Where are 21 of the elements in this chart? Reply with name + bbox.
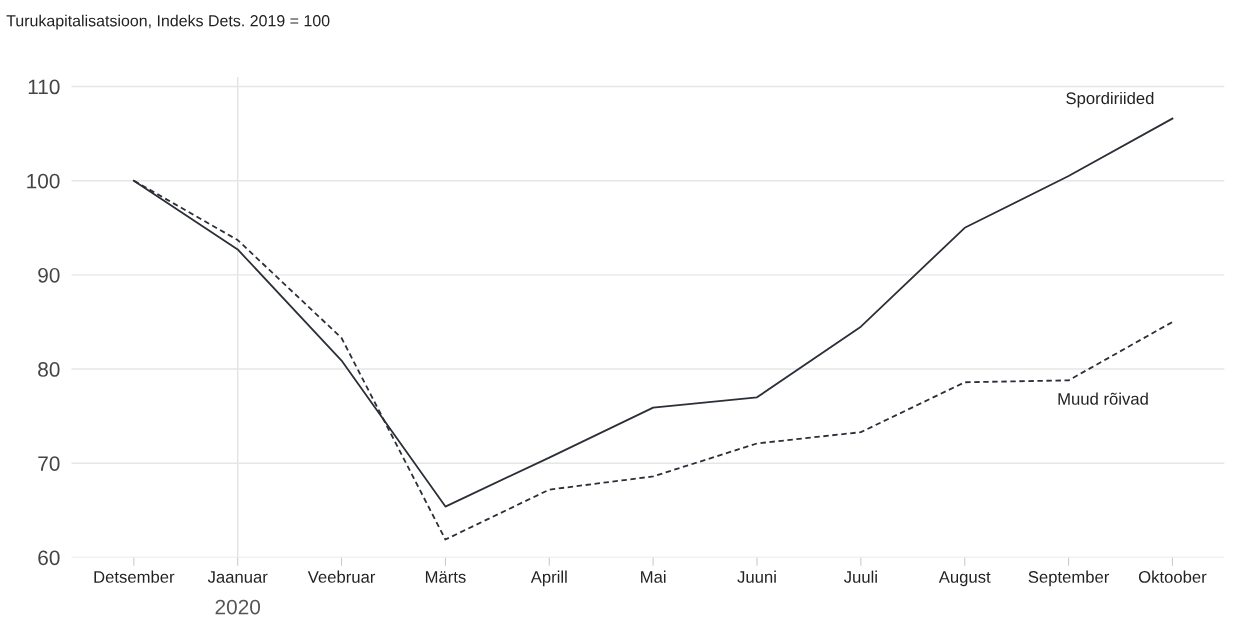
x-tick-label: Aprill [530,570,567,587]
x-tick-label: Juuni [737,570,776,583]
x-tick-label: Veebruar [307,570,376,583]
ref-line-label: 2020 [215,599,261,615]
chart-title: Turukapitalisatsioon, Indeks Dets. 2019 = 100 [6,14,330,30]
x-tick-label: Mai [641,570,666,583]
x-tick-label: Juuli [843,570,877,583]
x-tick-label: Jaanuar [207,571,268,583]
x-tick-label: September [1028,570,1110,587]
y-tick-label: 100 [27,173,60,189]
y-tick-label: 80 [38,362,60,377]
x-tick-label: Märts [425,571,466,583]
x-tick-label: August [938,571,991,587]
y-tick-label: 70 [38,456,60,471]
y-tick-label: 110 [28,79,60,95]
x-tick-label: Detsember [94,570,175,583]
y-tick-label: 60 [38,550,60,566]
y-tick-label: 90 [38,267,60,283]
series-label: Spordiriided [1066,91,1154,108]
series-label: Muud rõivad [1058,392,1148,405]
x-tick-label: Oktoober [1138,570,1207,583]
